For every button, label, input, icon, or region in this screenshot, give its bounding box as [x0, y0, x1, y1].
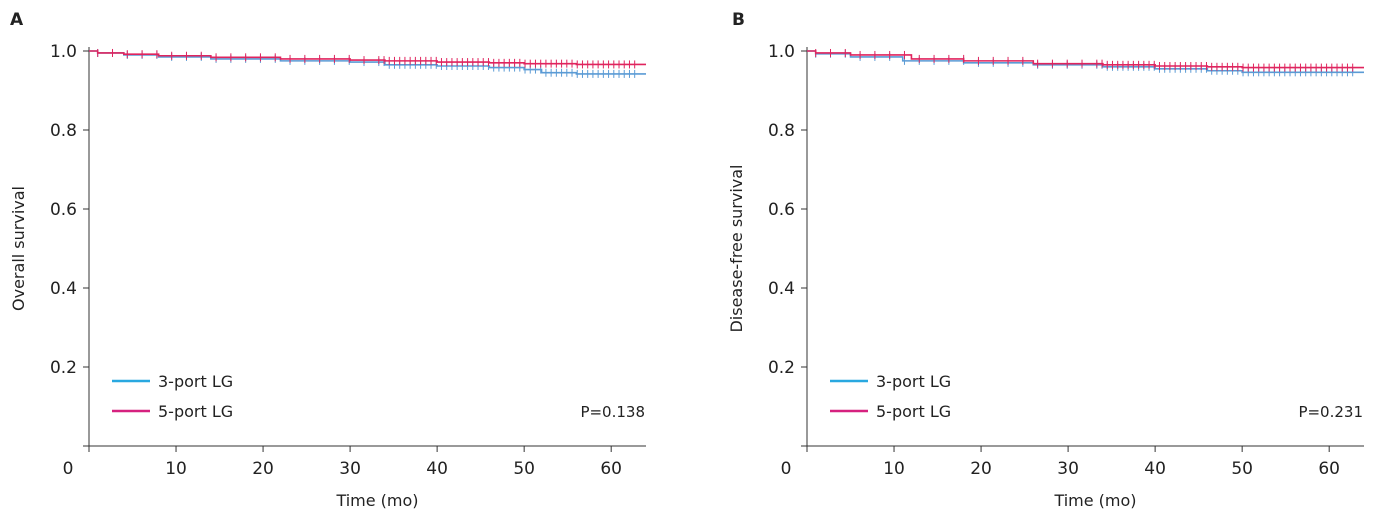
x-tick-label: 10	[883, 459, 905, 479]
y-tick-label: 0.8	[768, 121, 795, 141]
legend-label: 3-port LG	[876, 372, 951, 391]
x-tick-label: 40	[1144, 459, 1166, 479]
legend-label: 5-port LG	[876, 402, 951, 421]
y-tick-label: 0.8	[50, 121, 77, 141]
panel-letter-b: B	[732, 10, 745, 30]
y-tick-label: 1.0	[50, 42, 77, 62]
x-tick-label: 60	[600, 459, 622, 479]
x-tick-label: 30	[1057, 459, 1079, 479]
series-line-5-port	[89, 50, 646, 66]
x-axis-label: Time (mo)	[335, 491, 418, 510]
y-tick-label: 1.0	[768, 42, 795, 62]
y-axis-label: Disease-free survival	[727, 164, 746, 332]
y-tick-label: 0.2	[768, 358, 795, 378]
x-tick-label: 0	[781, 459, 792, 479]
x-axis-label: Time (mo)	[1053, 491, 1136, 510]
legend-label: 3-port LG	[158, 372, 233, 391]
p-value-annotation: P=0.231	[1298, 403, 1363, 421]
panel-letter-a: A	[10, 10, 24, 30]
series-line-5-port	[807, 50, 1364, 69]
x-tick-label: 50	[1231, 459, 1253, 479]
y-tick-label: 0.2	[50, 358, 77, 378]
x-tick-label: 30	[339, 459, 361, 479]
x-tick-label: 60	[1318, 459, 1340, 479]
x-tick-label: 40	[426, 459, 448, 479]
p-value-annotation: P=0.138	[580, 403, 645, 421]
chart-b: 0.2 0.4 0.6 0.8 1.0 0 10 20 30 40 50 60 Time (mo) Dis…	[727, 42, 1364, 510]
legend-label: 5-port LG	[158, 402, 233, 421]
series-line-3-port	[89, 50, 646, 75]
x-tick-label: 50	[513, 459, 535, 479]
x-tick-label: 10	[165, 459, 187, 479]
y-axis-label: Overall survival	[9, 186, 28, 311]
y-tick-label: 0.4	[768, 279, 795, 299]
x-tick-label: 0	[63, 459, 74, 479]
y-tick-label: 0.6	[768, 200, 795, 220]
x-tick-label: 20	[970, 459, 992, 479]
panel-a: A 0.2 0.4 0.6 0.8 1.0 0 10 20 30 40 50 60 Time (mo) O…	[0, 0, 690, 516]
y-tick-label: 0.6	[50, 200, 77, 220]
panel-b: B 0.2 0.4 0.6 0.8 1.0 0 10 20 30 40 50 60 Time (mo) D…	[718, 0, 1379, 516]
chart-a: 0.2 0.4 0.6 0.8 1.0 0 10 20 30 40 50 60 Time (mo) Ove…	[9, 42, 646, 510]
x-tick-label: 20	[252, 459, 274, 479]
y-tick-label: 0.4	[50, 279, 77, 299]
